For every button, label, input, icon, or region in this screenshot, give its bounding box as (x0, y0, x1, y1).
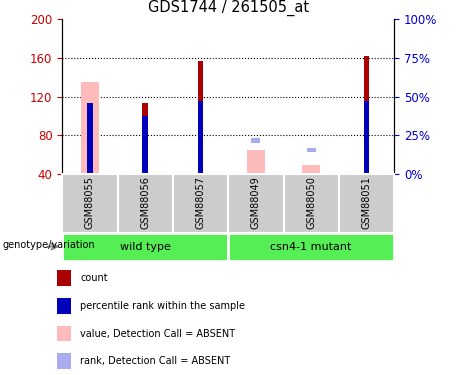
Text: GSM88057: GSM88057 (195, 176, 206, 229)
Bar (142, 104, 148, 174)
Bar (81, 82, 99, 174)
Bar (57, 326, 71, 341)
Bar (251, 138, 260, 143)
Bar (173, 174, 228, 232)
Bar (364, 56, 369, 174)
Bar (198, 101, 203, 174)
Bar (57, 353, 71, 369)
Bar (339, 174, 394, 232)
Bar (87, 104, 93, 174)
Text: genotype/variation: genotype/variation (2, 240, 95, 250)
Bar (118, 174, 173, 232)
Text: rank, Detection Call = ABSENT: rank, Detection Call = ABSENT (81, 356, 230, 366)
Bar (57, 270, 71, 286)
Text: value, Detection Call = ABSENT: value, Detection Call = ABSENT (81, 328, 236, 339)
Bar (142, 116, 148, 174)
Bar (62, 232, 228, 261)
Title: GDS1744 / 261505_at: GDS1744 / 261505_at (148, 0, 309, 16)
Bar (302, 165, 320, 174)
Text: GSM88050: GSM88050 (306, 176, 316, 229)
Bar (198, 61, 203, 174)
Bar (307, 148, 316, 153)
Text: wild type: wild type (120, 242, 171, 252)
Bar (228, 174, 284, 232)
Bar (364, 101, 369, 174)
Text: GSM88051: GSM88051 (361, 176, 372, 229)
Text: count: count (81, 273, 108, 283)
Bar (62, 174, 118, 232)
Text: percentile rank within the sample: percentile rank within the sample (81, 301, 245, 311)
Text: GSM88056: GSM88056 (140, 176, 150, 229)
Bar (247, 150, 265, 174)
Text: GSM88055: GSM88055 (85, 176, 95, 229)
Text: GSM88049: GSM88049 (251, 176, 261, 229)
Bar (57, 298, 71, 314)
Bar (228, 232, 394, 261)
Text: csn4-1 mutant: csn4-1 mutant (271, 242, 352, 252)
Bar (284, 174, 339, 232)
